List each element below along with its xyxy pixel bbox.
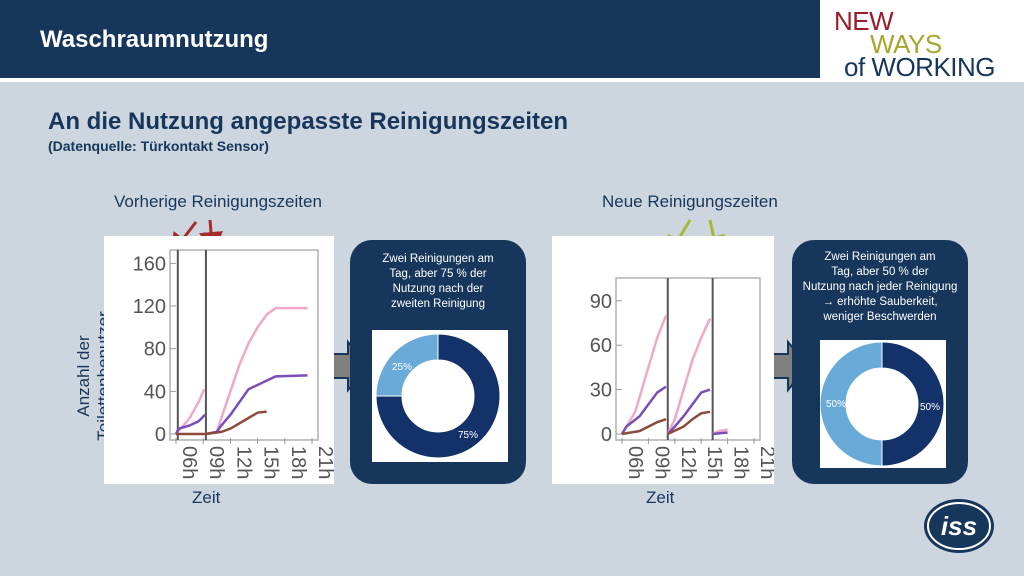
x-tick-label: 09h xyxy=(205,446,227,479)
page-subtitle: (Datenquelle: Türkontakt Sensor) xyxy=(48,138,269,154)
logo-line-new: NEW xyxy=(834,6,894,36)
right-donut-panel: 50% 50% xyxy=(819,340,946,468)
logo-line-of-working: of WORKING xyxy=(844,52,996,82)
x-tick-label: 21h xyxy=(314,446,334,479)
donut-slice-label: 50% xyxy=(920,402,940,413)
right-donut-chart: 50% 50% xyxy=(819,341,945,467)
right-info-box: Zwei Reinigungen am Tag, aber 50 % der N… xyxy=(792,240,968,484)
right-info-line: → erhöhte Sauberkeit, xyxy=(822,296,938,308)
page-title: An die Nutzung angepasste Reinigungszeit… xyxy=(48,108,569,135)
left-section-label: Vorherige Reinigungszeiten xyxy=(114,192,322,211)
x-tick-label: 15h xyxy=(703,446,725,479)
left-info-text: Zwei Reinigungen am Tag, aber 75 % der N… xyxy=(350,252,526,312)
x-tick-label: 21h xyxy=(756,446,774,479)
logo-line-ways: WAYS xyxy=(870,29,942,59)
left-line-chart-panel: 0 40 80 120 160 06h 09h 12h 15h 18h 21h xyxy=(104,236,336,484)
iss-logo: iss xyxy=(924,499,994,553)
left-x-axis-label: Zeit xyxy=(192,488,221,507)
donut-slice xyxy=(819,341,883,467)
x-tick-label: 06h xyxy=(178,446,200,479)
right-section-label: Neue Reinigungszeiten xyxy=(602,192,778,211)
left-info-line: zweiten Reinigung xyxy=(391,298,485,310)
right-info-text: Zwei Reinigungen am Tag, aber 50 % der N… xyxy=(792,250,968,325)
y-tick-label: 40 xyxy=(144,381,166,403)
right-info-line: Zwei Reinigungen am xyxy=(824,251,936,263)
donut-slice-label: 50% xyxy=(826,399,846,410)
donut-slice-label: 75% xyxy=(458,430,478,441)
left-info-line: Zwei Reinigungen am xyxy=(382,253,494,265)
right-line-chart-panel: 0 30 60 90 06h 09h 12h 15h 18h 21h xyxy=(552,236,778,484)
donut-slice xyxy=(881,341,945,467)
series-line-pink xyxy=(175,306,308,436)
left-info-box: Zwei Reinigungen am Tag, aber 75 % der N… xyxy=(350,240,526,484)
series-line-brown xyxy=(176,410,267,436)
y-tick-label: 120 xyxy=(133,296,166,318)
plot-frame xyxy=(615,277,761,441)
left-donut-panel: 25% 75% xyxy=(372,330,508,462)
x-tick-label: 12h xyxy=(232,446,254,479)
header-bar: Waschraumnutzung xyxy=(0,0,820,78)
right-x-axis-label: Zeit xyxy=(646,488,675,507)
right-info-line: Nutzung nach jeder Reinigung xyxy=(802,281,958,293)
left-line-chart: 0 40 80 120 160 06h 09h 12h 15h 18h 21h xyxy=(133,249,336,479)
right-info-line: weniger Beschwerden xyxy=(823,311,937,323)
x-tick-label: 18h xyxy=(730,446,752,479)
y-tick-label: 0 xyxy=(155,424,166,446)
new-ways-of-working-logo: NEW WAYS of WORKING xyxy=(820,0,1024,82)
right-info-line: Tag, aber 50 % der xyxy=(831,266,929,278)
series-line-purple xyxy=(620,385,728,436)
series-line-purple xyxy=(174,374,308,436)
header-title: Waschraumnutzung xyxy=(40,26,269,53)
y-tick-label: 80 xyxy=(144,339,166,361)
left-info-line: Nutzung nach der xyxy=(392,283,484,295)
plot-frame xyxy=(169,249,319,441)
y-tick-label: 160 xyxy=(133,253,166,275)
x-tick-label: 18h xyxy=(287,446,309,479)
x-tick-label: 12h xyxy=(677,446,699,479)
left-info-line: Tag, aber 75 % der xyxy=(389,268,487,280)
y-tick-label: 30 xyxy=(590,380,612,402)
x-tick-label: 15h xyxy=(260,446,282,479)
x-tick-label: 09h xyxy=(650,446,672,479)
donut-slice-label: 25% xyxy=(392,362,412,373)
donut-slice xyxy=(375,333,501,459)
y-tick-label: 0 xyxy=(601,424,612,446)
y-tick-label: 60 xyxy=(590,335,612,357)
y-tick-label: 90 xyxy=(590,291,612,313)
x-tick-label: 06h xyxy=(624,446,646,479)
left-donut-chart: 25% 75% xyxy=(375,333,501,459)
right-line-chart: 0 30 60 90 06h 09h 12h 15h 18h 21h xyxy=(590,277,778,479)
iss-logo-text: iss xyxy=(941,511,977,541)
header-separator xyxy=(0,78,1024,82)
